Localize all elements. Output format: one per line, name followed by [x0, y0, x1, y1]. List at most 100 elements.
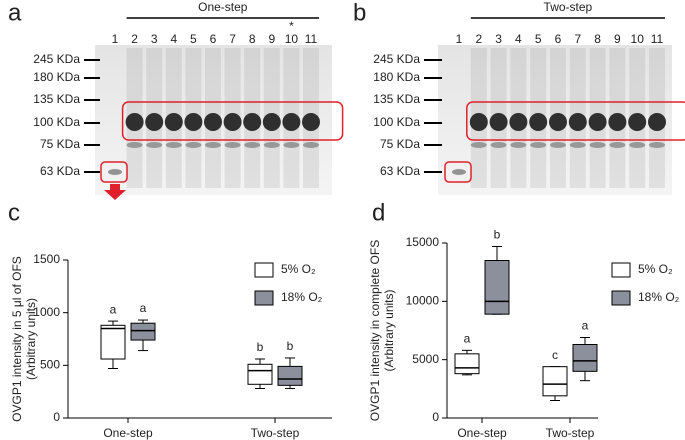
panel-label: c: [8, 199, 20, 226]
band-100: [648, 113, 666, 131]
band-75: [589, 142, 606, 148]
y-axis-label: OVGP1 intensity in 5 μl of OFS: [10, 256, 24, 422]
marker-label: 135 KDa: [373, 92, 420, 106]
band-100: [145, 113, 164, 131]
legend-swatch: [254, 290, 274, 306]
band-100: [184, 113, 203, 131]
lane-number: 10: [285, 32, 299, 46]
blot-title: Two-step: [544, 0, 593, 14]
box: [130, 322, 156, 341]
band-100: [608, 113, 627, 131]
marker-label: 63 KDa: [40, 164, 80, 178]
legend-label: 5% O₂: [281, 262, 316, 276]
y-axis-label: OVGP1 intensity in complete OFS: [368, 240, 382, 421]
band-100: [489, 113, 508, 131]
band-100: [302, 113, 320, 131]
band-75: [205, 142, 221, 148]
band-75: [126, 142, 143, 148]
band-75: [224, 142, 241, 148]
marker-label: 100 KDa: [33, 115, 80, 129]
band-75: [470, 142, 487, 148]
band-100: [529, 113, 548, 131]
x-tick-label: Two-step: [546, 426, 595, 440]
lane-number: 1: [112, 32, 119, 46]
band-75: [303, 142, 319, 148]
box: [247, 363, 273, 385]
band-75: [263, 142, 280, 148]
band-75: [185, 142, 202, 148]
marker-label: 135 KDa: [33, 92, 80, 106]
blot-title: One-step: [198, 0, 248, 14]
lane-number: 6: [555, 32, 562, 46]
band-75: [569, 142, 586, 148]
y-axis-label: (Arbitrary units): [24, 298, 38, 380]
significance-letter: b: [494, 228, 501, 242]
lane-number: 4: [170, 32, 177, 46]
marker-label: 100 KDa: [373, 115, 420, 129]
lane-number: 3: [495, 32, 502, 46]
legend-swatch: [254, 262, 274, 278]
x-tick-label: One-step: [103, 426, 153, 440]
band-75: [649, 142, 665, 148]
band-75: [530, 142, 547, 148]
box: [454, 353, 480, 375]
lane-number: 2: [475, 32, 482, 46]
x-tick-label: Two-step: [251, 426, 300, 440]
box: [484, 260, 510, 315]
lane-number: 6: [210, 32, 217, 46]
band-100: [568, 113, 587, 131]
y-tick-label: 500: [40, 358, 60, 372]
panel-label: b: [353, 0, 366, 26]
lane-number: 5: [190, 32, 197, 46]
band-100: [282, 113, 301, 131]
y-tick-label: 0: [432, 410, 439, 424]
significance-letter: a: [110, 302, 117, 316]
lane-number: 2: [131, 32, 138, 46]
band-100: [262, 113, 281, 131]
legend-swatch: [611, 262, 631, 278]
band-75: [490, 142, 507, 148]
significance-letter: a: [464, 332, 471, 346]
significance-letter: b: [257, 340, 264, 354]
y-axis-label: (Arbitrary units): [382, 289, 396, 371]
highlight-box: [466, 101, 685, 141]
lane-number: 1: [456, 32, 463, 46]
panel-label: a: [8, 0, 22, 26]
legend-label: 18% O₂: [281, 290, 323, 304]
lane-number: 5: [535, 32, 542, 46]
highlight-box: [121, 101, 344, 141]
lane-number: 4: [515, 32, 522, 46]
asterisk: *: [289, 19, 294, 33]
band-100: [509, 113, 528, 131]
band-75: [609, 142, 626, 148]
significance-letter: b: [287, 339, 294, 353]
band-75: [510, 142, 527, 148]
band-100: [125, 113, 144, 131]
red-arrow: [104, 184, 126, 200]
box: [542, 366, 568, 397]
band-100: [549, 113, 567, 131]
lane-number: 11: [651, 32, 664, 46]
lane-number: 9: [614, 32, 621, 46]
y-tick-label: 10000: [406, 294, 440, 308]
lane-number: 8: [594, 32, 601, 46]
band-75: [550, 142, 566, 148]
y-tick-label: 15000: [406, 235, 440, 249]
band-75: [146, 142, 163, 148]
box: [100, 324, 126, 360]
band-100: [164, 113, 183, 131]
band-75: [283, 142, 300, 148]
y-tick-label: 1500: [33, 252, 60, 266]
y-tick-label: 0: [53, 410, 60, 424]
band-100: [243, 113, 262, 131]
panel-label: d: [372, 199, 385, 226]
lane-number: 9: [268, 32, 275, 46]
marker-label: 245 KDa: [373, 52, 420, 66]
x-tick-label: One-step: [457, 426, 507, 440]
legend-label: 18% O₂: [638, 290, 680, 304]
box: [277, 365, 303, 386]
band-100: [469, 113, 488, 131]
lane-number: 3: [151, 32, 158, 46]
lane-number: 11: [305, 32, 318, 46]
significance-letter: a: [140, 301, 147, 315]
